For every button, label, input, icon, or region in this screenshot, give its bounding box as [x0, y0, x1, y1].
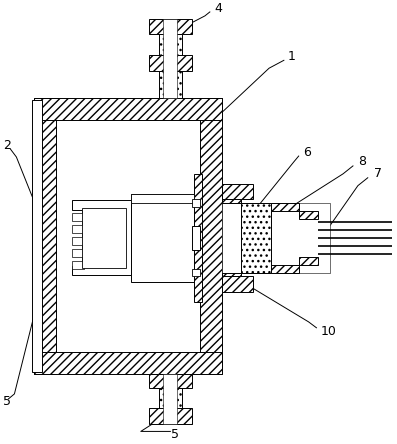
Polygon shape	[271, 203, 299, 211]
Polygon shape	[222, 273, 241, 277]
Polygon shape	[299, 211, 318, 219]
Polygon shape	[158, 71, 182, 98]
Text: 10: 10	[320, 325, 336, 338]
Polygon shape	[148, 408, 192, 424]
Polygon shape	[34, 98, 222, 119]
Polygon shape	[72, 213, 83, 221]
Polygon shape	[34, 353, 222, 374]
Text: 5: 5	[171, 428, 179, 441]
Polygon shape	[72, 225, 83, 233]
Polygon shape	[158, 34, 182, 56]
Polygon shape	[158, 388, 182, 408]
Polygon shape	[148, 374, 192, 388]
Polygon shape	[299, 257, 318, 265]
Polygon shape	[192, 269, 200, 277]
Bar	[131, 194, 194, 203]
Text: 5: 5	[2, 395, 11, 408]
Polygon shape	[72, 237, 83, 245]
Text: 6: 6	[304, 146, 312, 159]
Bar	[56, 119, 200, 353]
Bar	[192, 226, 200, 250]
Bar	[81, 208, 126, 268]
Polygon shape	[148, 56, 192, 71]
Text: 4: 4	[215, 3, 223, 16]
Polygon shape	[222, 184, 253, 199]
Bar	[164, 374, 177, 424]
Text: 1: 1	[288, 50, 296, 63]
Polygon shape	[222, 277, 253, 292]
Polygon shape	[200, 98, 222, 374]
Polygon shape	[72, 261, 83, 269]
Polygon shape	[194, 174, 202, 302]
Bar	[131, 194, 194, 282]
Polygon shape	[222, 199, 241, 203]
Polygon shape	[148, 19, 192, 34]
Polygon shape	[241, 203, 271, 273]
Bar	[222, 203, 330, 273]
Text: 2: 2	[4, 139, 12, 152]
Bar	[32, 100, 42, 372]
Polygon shape	[72, 249, 83, 257]
Polygon shape	[72, 200, 131, 275]
Text: 7: 7	[374, 167, 382, 180]
Polygon shape	[34, 98, 56, 374]
Polygon shape	[192, 199, 200, 207]
Polygon shape	[271, 265, 299, 273]
Text: 8: 8	[358, 155, 366, 168]
Bar	[164, 19, 177, 98]
